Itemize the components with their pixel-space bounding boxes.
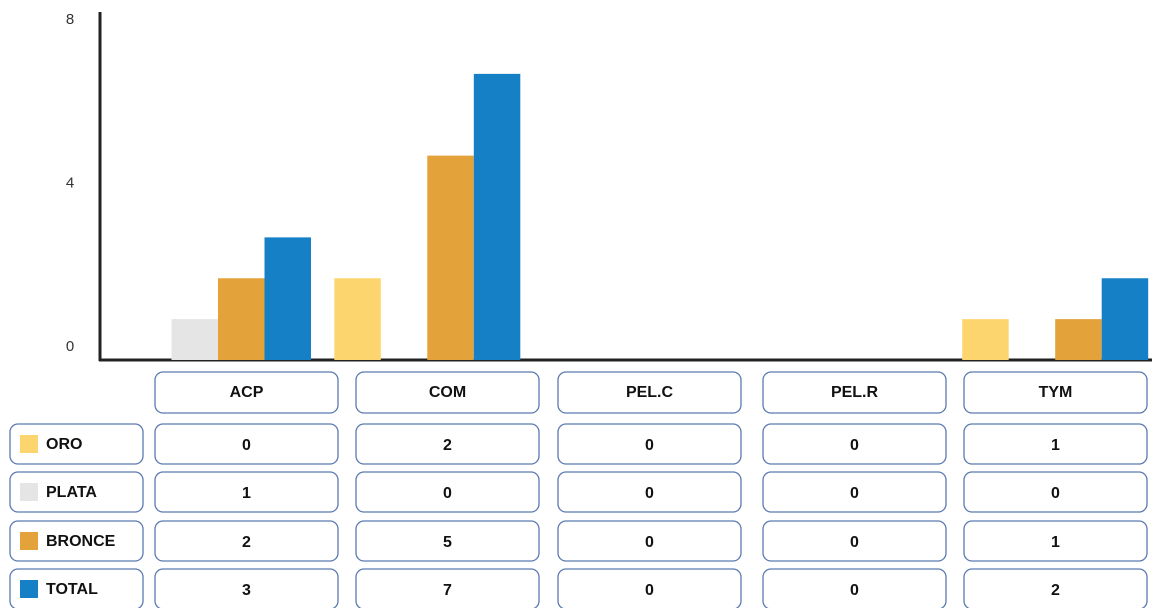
table-cell — [154, 423, 339, 465]
table-cell — [154, 520, 339, 562]
y-tick-label: 8 — [66, 11, 74, 28]
bar — [171, 319, 218, 360]
table-value: 1 — [242, 485, 251, 502]
table-value: 0 — [645, 437, 654, 454]
y-tick-label: 0 — [66, 338, 74, 355]
table-cell — [963, 568, 1148, 608]
table-value: 1 — [1051, 534, 1060, 551]
column-header: PEL.R — [831, 384, 879, 401]
table-value: 0 — [850, 582, 859, 599]
table-cell — [355, 568, 540, 608]
table-cell — [9, 568, 144, 608]
table-cell — [762, 471, 947, 513]
table-value: 0 — [850, 485, 859, 502]
legend-label: TOTAL — [46, 581, 98, 598]
bar — [1101, 278, 1149, 360]
table-value: 2 — [242, 534, 251, 551]
table-value: 0 — [645, 485, 654, 502]
table-cell — [355, 371, 540, 414]
table-cell — [762, 371, 947, 414]
table-cell — [557, 471, 742, 513]
table-cell — [762, 568, 947, 608]
table-value: 0 — [443, 485, 452, 502]
table-cell — [557, 520, 742, 562]
table-cell — [9, 520, 144, 562]
bar — [334, 278, 381, 360]
column-header: COM — [429, 384, 466, 401]
legend-label: BRONCE — [46, 533, 116, 550]
table-cell — [154, 471, 339, 513]
table-value: 0 — [850, 437, 859, 454]
legend-swatch — [20, 483, 38, 501]
y-tick-label: 4 — [66, 174, 74, 191]
table-value: 7 — [443, 582, 452, 599]
table-cell — [963, 371, 1148, 414]
legend-label: ORO — [46, 436, 82, 453]
table-cell — [762, 520, 947, 562]
legend-label: PLATA — [46, 484, 97, 501]
table-value: 2 — [443, 437, 452, 454]
table-value: 0 — [850, 534, 859, 551]
bar — [1055, 319, 1102, 360]
legend-swatch — [20, 435, 38, 453]
table-cell — [355, 423, 540, 465]
legend-swatch — [20, 532, 38, 550]
table-cell — [355, 471, 540, 513]
column-header: ACP — [230, 384, 264, 401]
table-value: 1 — [1051, 437, 1060, 454]
bar — [427, 155, 474, 360]
column-header: TYM — [1039, 384, 1073, 401]
legend-swatch — [20, 580, 38, 598]
bar — [473, 73, 521, 360]
table-cell — [963, 520, 1148, 562]
column-header: PEL.C — [626, 384, 674, 401]
table-cell — [557, 371, 742, 414]
table-cell — [355, 520, 540, 562]
table-cell — [762, 423, 947, 465]
table-value: 0 — [242, 437, 251, 454]
table-value: 0 — [1051, 485, 1060, 502]
table-value: 2 — [1051, 582, 1060, 599]
table-value: 0 — [645, 582, 654, 599]
table-cell — [557, 423, 742, 465]
table-cell — [154, 371, 339, 414]
bar — [962, 319, 1009, 360]
table-value: 5 — [443, 534, 452, 551]
bar — [264, 237, 311, 360]
table-value: 0 — [645, 534, 654, 551]
table-cell — [963, 471, 1148, 513]
table-value: 3 — [242, 582, 251, 599]
table-cell — [9, 423, 144, 465]
table-cell — [9, 471, 144, 513]
table-cell — [154, 568, 339, 608]
bar — [218, 278, 265, 360]
table-cell — [557, 568, 742, 608]
table-cell — [963, 423, 1148, 465]
